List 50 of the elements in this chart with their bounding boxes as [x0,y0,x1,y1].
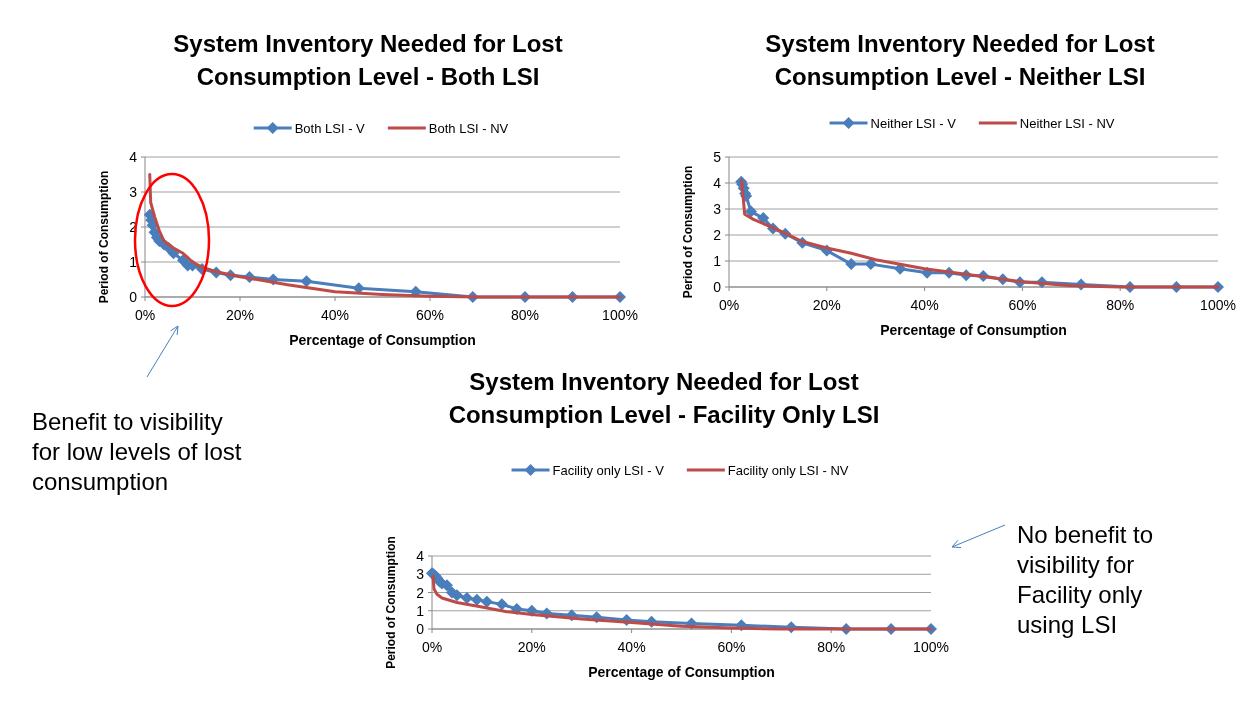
x-tick-label: 80% [510,307,540,323]
y-tick-label: 0 [129,289,138,305]
y-tick-label: 0 [416,621,425,637]
x-axis-title: Percentage of Consumption [289,332,476,348]
y-tick-label: 1 [713,253,722,269]
y-axis-title: Period of Consumption [384,536,398,669]
x-tick-label: 40% [910,297,939,313]
y-tick-label: 0 [713,279,722,295]
y-tick-label: 3 [129,184,138,200]
x-axis-title: Percentage of Consumption [588,664,775,680]
y-axis-title: Period of Consumption [97,170,111,304]
y-axis-title: Period of Consumption [681,165,695,299]
x-tick-label: 60% [717,639,746,655]
y-tick-label: 2 [713,227,722,243]
y-tick-label: 4 [713,175,722,191]
legend-label: Facility only LSI - V [552,463,665,478]
x-tick-label: 20% [517,639,546,655]
y-tick-label: 4 [129,149,138,165]
y-tick-label: 3 [416,566,425,583]
legend-label: Neither LSI - NV [1019,116,1115,131]
x-tick-label: 40% [320,307,350,323]
legend-label: Both LSI - V [294,121,366,136]
legend-label: Facility only LSI - NV [727,463,849,478]
y-tick-label: 2 [416,584,425,601]
x-tick-label: 20% [812,297,841,313]
x-tick-label: 80% [817,639,846,655]
x-tick-label: 0% [134,307,156,323]
x-tick-label: 20% [225,307,255,323]
x-tick-label: 60% [415,307,445,323]
chart-title: System Inventory Needed for Lost Consumption Level - Both LSI [173,30,563,90]
y-tick-label: 3 [713,201,722,217]
y-tick-label: 1 [416,602,425,619]
chart-title: System Inventory Needed for Lost Consumption Level - Facility Only LSI [448,368,880,428]
text: Benefit to visibility for low levels of lost consumption [32,408,242,495]
legend-label: Both LSI - NV [428,121,509,136]
x-tick-label: 100% [913,639,949,655]
x-tick-label: 0% [718,297,740,313]
y-tick-label: 4 [416,548,425,564]
x-tick-label: 0% [421,639,443,655]
x-tick-label: 100% [1200,297,1236,313]
chart-title: System Inventory Needed for Lost Consumption Level - Neither LSI [765,30,1155,90]
x-axis-title: Percentage of Consumption [880,322,1067,338]
text: No benefit to visibility for Facility only using LSI [1017,521,1154,638]
x-tick-label: 40% [617,639,646,655]
x-tick-label: 60% [1008,297,1037,313]
x-tick-label: 100% [602,307,638,323]
y-tick-label: 1 [129,254,138,270]
legend-label: Neither LSI - V [870,116,957,131]
x-tick-label: 80% [1106,297,1135,313]
y-tick-label: 5 [713,149,722,165]
